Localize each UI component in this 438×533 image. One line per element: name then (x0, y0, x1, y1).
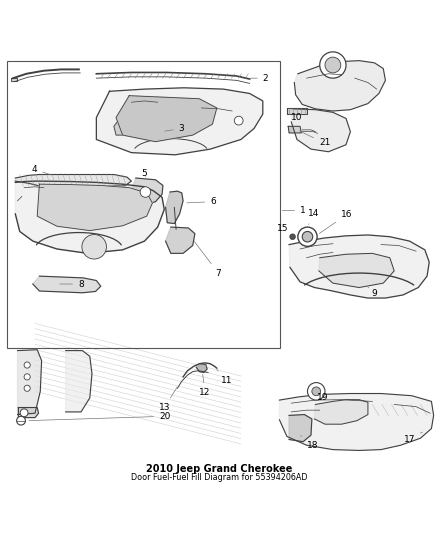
Text: 2: 2 (250, 74, 268, 83)
Polygon shape (15, 174, 131, 186)
Text: 5: 5 (141, 169, 147, 177)
Polygon shape (279, 393, 434, 450)
Polygon shape (18, 350, 42, 415)
Text: 3: 3 (165, 124, 184, 133)
Polygon shape (196, 364, 207, 373)
Polygon shape (114, 118, 134, 135)
Polygon shape (18, 408, 39, 418)
Polygon shape (314, 400, 368, 424)
Circle shape (302, 231, 313, 242)
Polygon shape (66, 351, 92, 412)
Polygon shape (37, 184, 152, 231)
Circle shape (312, 387, 321, 395)
Text: 17: 17 (404, 432, 422, 443)
Text: 15: 15 (277, 224, 290, 237)
Circle shape (290, 234, 295, 239)
Text: 19: 19 (317, 392, 328, 401)
Text: 10: 10 (291, 113, 303, 122)
Text: 13: 13 (159, 387, 177, 412)
Polygon shape (291, 109, 350, 152)
Polygon shape (166, 227, 195, 253)
Text: 7: 7 (194, 241, 221, 278)
Polygon shape (116, 96, 217, 142)
Text: 2010 Jeep Grand Cherokee: 2010 Jeep Grand Cherokee (146, 464, 292, 474)
Text: 12: 12 (199, 374, 211, 397)
Text: 9: 9 (368, 287, 377, 298)
Text: 4: 4 (32, 165, 50, 174)
Text: 20: 20 (29, 412, 170, 421)
Text: 8: 8 (60, 279, 84, 288)
Circle shape (307, 383, 325, 400)
Polygon shape (11, 78, 17, 81)
Circle shape (82, 235, 106, 259)
Text: 18: 18 (301, 435, 318, 450)
Polygon shape (166, 191, 183, 223)
Bar (7, 61, 280, 348)
Polygon shape (33, 276, 101, 293)
Polygon shape (96, 88, 263, 155)
Polygon shape (288, 126, 301, 133)
Circle shape (20, 409, 28, 417)
Circle shape (17, 416, 25, 425)
Text: 11: 11 (217, 369, 233, 385)
Polygon shape (294, 61, 385, 111)
Circle shape (140, 187, 151, 197)
Text: Door Fuel-Fuel Fill Diagram for 55394206AD: Door Fuel-Fuel Fill Diagram for 55394206… (131, 473, 307, 482)
Polygon shape (131, 178, 163, 206)
Text: 6: 6 (187, 197, 216, 206)
Circle shape (325, 57, 341, 73)
Polygon shape (15, 181, 164, 253)
Text: 21: 21 (300, 131, 330, 148)
Polygon shape (319, 253, 394, 287)
Polygon shape (287, 108, 307, 114)
Text: 14: 14 (307, 209, 319, 224)
Circle shape (24, 362, 30, 368)
Text: 1: 1 (282, 206, 306, 215)
Circle shape (320, 52, 346, 78)
Circle shape (24, 385, 30, 391)
Circle shape (234, 116, 243, 125)
Polygon shape (289, 235, 429, 298)
Circle shape (24, 374, 30, 380)
Circle shape (298, 227, 317, 246)
Polygon shape (289, 415, 312, 442)
Text: 16: 16 (319, 211, 352, 233)
